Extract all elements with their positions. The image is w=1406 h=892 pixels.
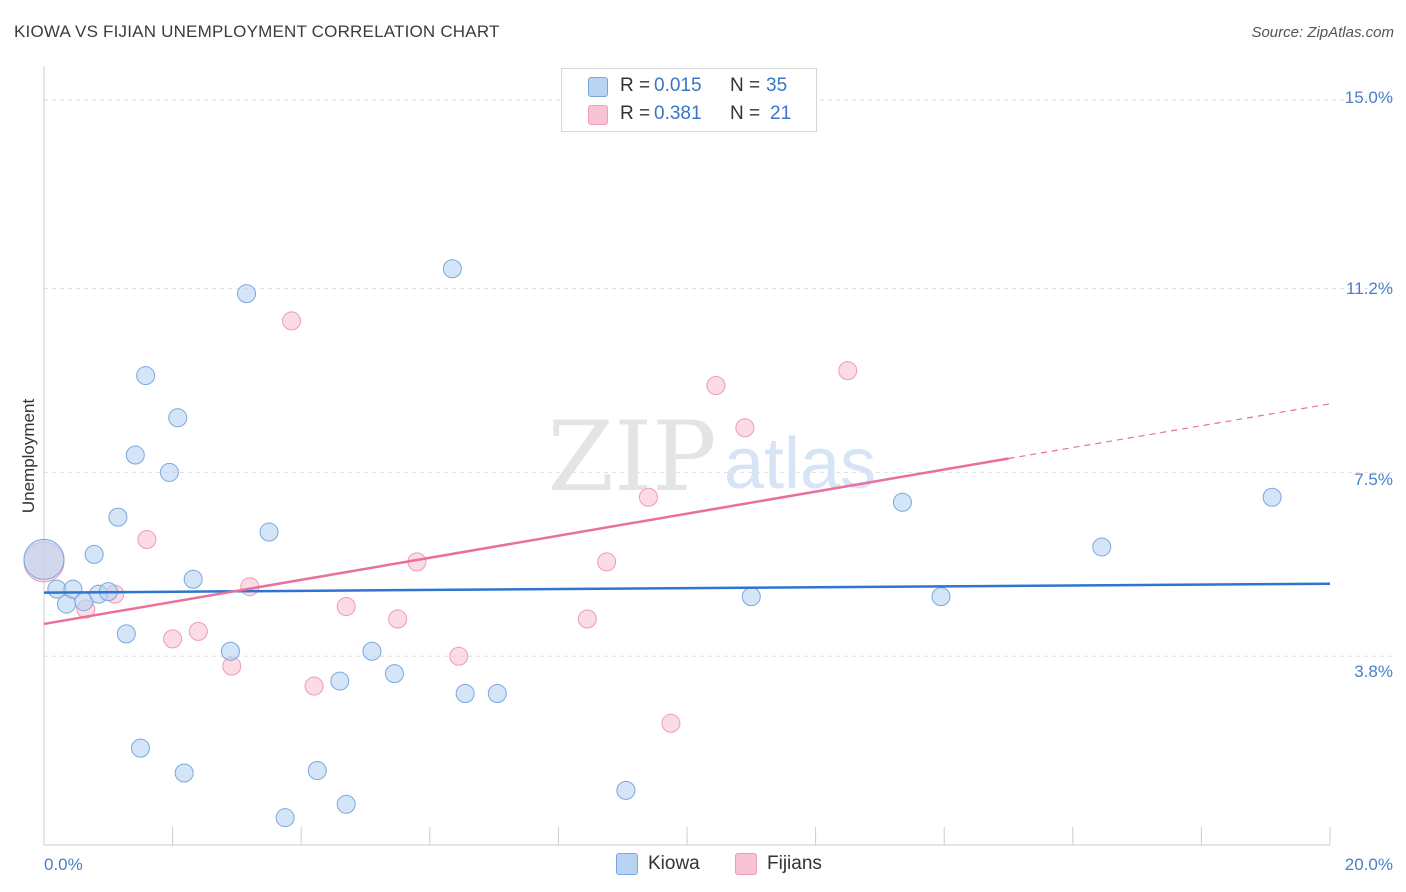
kiowa-point [455,683,475,703]
fijians-point [838,361,858,381]
trend-lines [43,403,1331,626]
kiowa-point [237,284,257,304]
source-credit: Source: ZipAtlas.com [1251,24,1394,41]
n-value: 21 [770,103,792,124]
kiowa-point [616,780,636,800]
kiowa-point [84,544,104,564]
kiowa-point [892,492,912,512]
kiowa-point [362,641,382,661]
kiowa-point [159,462,179,482]
kiowa-point [174,763,194,783]
y-tick-label: 11.2% [1346,279,1393,298]
fijians-point [388,609,408,629]
kiowa-point [1262,487,1282,507]
r-value: 0.381 [654,103,702,124]
fijians-point [188,621,208,641]
kiowa-point [442,259,462,279]
fijians-point [706,376,726,396]
kiowa-point [220,641,240,661]
fijians-point [336,597,356,617]
x-tick-label-min: 0.0% [44,855,83,874]
n-label: N = [730,75,761,96]
kiowa-point [259,522,279,542]
kiowa-point [136,366,156,386]
r-label: R = [620,75,651,96]
kiowa-point [23,538,65,580]
fijians-point [661,713,681,733]
kiowa-point [130,738,150,758]
y-axis-label: Unemployment [19,399,38,514]
fijians-point [597,552,617,572]
fijians-trend-line [43,457,1009,626]
fijians-point [638,487,658,507]
data-points [23,259,1282,828]
fijians-swatch [588,105,608,125]
x-tick-label-max: 20.0% [1345,855,1393,874]
kiowa-point [330,671,350,691]
kiowa-point [931,587,951,607]
kiowa-point [116,624,136,644]
bottom-legend-fijians: Fijians [735,852,822,876]
kiowa-point [183,569,203,589]
kiowa-point [108,507,128,527]
kiowa-point [336,794,356,814]
r-label: R = [620,103,651,124]
n-label: N = [730,103,761,124]
fijians-legend-label: Fijians [767,853,822,874]
y-tick-label: 3.8% [1354,662,1393,681]
kiowa-point [741,587,761,607]
kiowa-point [168,408,188,428]
watermark: ZIP atlas [547,401,876,513]
r-value: 0.015 [654,75,702,96]
kiowa-point [275,808,295,828]
kiowa-point [125,445,145,465]
chart-title: KIOWA VS FIJIAN UNEMPLOYMENT CORRELATION… [14,22,500,41]
fijians-point [304,676,324,696]
kiowa-point [487,683,507,703]
kiowa-point [1092,537,1112,557]
kiowa-swatch [588,77,608,97]
watermark-atlas: atlas [724,424,876,504]
fijians-point [163,629,183,649]
kiowa-legend-label: Kiowa [648,853,700,874]
fijians-point [282,311,302,331]
fijians-point [735,418,755,438]
fijians-point [137,529,157,549]
fijians-legend-swatch [735,853,757,875]
y-tick-label: 7.5% [1354,470,1393,489]
kiowa-point [307,760,327,780]
fijians-trend-extension [1008,403,1331,460]
legend-row-kiowa: R = 0.015 N = 35 [620,74,787,98]
axes [43,66,1331,846]
fijians-point [577,609,597,629]
bottom-legend-kiowa: Kiowa [616,852,700,876]
y-tick-label: 15.0% [1345,88,1393,107]
kiowa-legend-swatch [616,853,638,875]
n-value: 35 [766,75,788,96]
kiowa-point [384,664,404,684]
fijians-point [449,646,469,666]
kiowa-trend-line [43,582,1331,594]
watermark-zip: ZIP [547,401,716,513]
legend-row-fijians: R = 0.381 N = 21 [620,102,791,126]
correlation-legend: R = 0.015 N = 35 R = 0.381 N = 21 [561,68,817,132]
